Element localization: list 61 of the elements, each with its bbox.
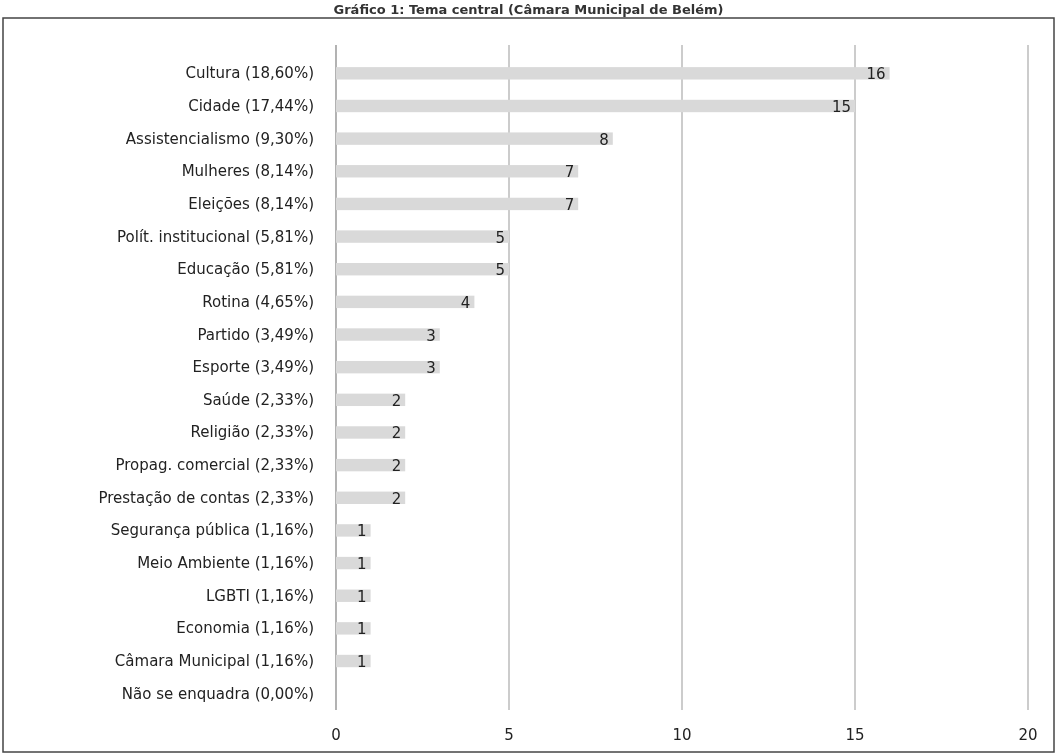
data-label: 1 [357,587,367,606]
x-tick-label: 20 [1018,726,1038,744]
data-label: 7 [564,195,575,214]
data-label: 5 [495,261,505,280]
data-label: 2 [391,489,402,508]
x-tick-label: 10 [672,726,692,744]
bar [336,458,406,472]
data-label: 5 [495,228,505,247]
data-label: 2 [391,424,402,443]
data-label: 1 [357,555,367,574]
y-tick-label: Prestação de contas (2,33%) [98,488,314,507]
data-label: 3 [426,326,436,345]
bar [336,622,371,635]
bar [336,360,440,374]
x-tick-label: 15 [845,726,865,744]
y-tick-label: LGBTI (1,16%) [206,586,314,605]
data-label: 2 [391,457,402,476]
bar [336,263,509,276]
y-tick-label: Meio Ambiente (1,16%) [137,554,314,573]
data-label: 4 [460,293,471,312]
data-label: 16 [866,65,886,84]
x-tick-label: 0 [331,726,341,744]
y-tick-label: Educação (5,81%) [177,260,314,279]
y-tick-label: Esporte (3,49%) [192,358,314,377]
y-tick-label: Assistencialismo (9,30%) [125,129,314,148]
y-tick-label: Polít. institucional (5,81%) [117,227,314,246]
data-label: 8 [599,130,609,149]
y-tick-label: Câmara Municipal (1,16%) [114,652,314,671]
y-tick-label: Economia (1,16%) [176,619,314,638]
bar [336,491,406,504]
y-tick-label: Rotina (4,65%) [202,292,314,311]
chart-title: Gráfico 1: Tema central (Câmara Municipal de Belém) [333,2,724,17]
bar [336,99,855,113]
y-tick-label: Mulheres (8,14%) [181,162,314,181]
data-label: 15 [831,97,851,116]
bar [336,165,579,178]
y-tick-label: Religião (2,33%) [190,423,314,442]
x-tick-label: 5 [504,726,514,744]
bar [336,295,475,309]
data-label: 1 [357,653,367,672]
bar [336,67,890,80]
y-tick-label: Eleições (8,14%) [188,194,314,213]
bar [336,328,440,341]
data-label: 1 [357,522,367,541]
bar [336,197,579,211]
bar [336,393,406,407]
data-label: 2 [391,391,402,410]
bar [336,524,371,537]
y-tick-label: Saúde (2,33%) [202,390,314,409]
y-tick-label: Partido (3,49%) [197,325,314,344]
y-tick-label: Cultura (18,60%) [185,64,314,83]
y-tick-label: Não se enquadra (0,00%) [121,684,314,703]
data-label: 3 [426,359,436,378]
y-tick-label: Segurança pública (1,16%) [110,521,314,540]
y-tick-label: Cidade (17,44%) [188,96,314,115]
bar [336,132,613,145]
y-tick-label: Propag. comercial (2,33%) [115,456,314,475]
data-label: 7 [564,163,575,182]
data-label: 1 [357,620,367,639]
bar [336,426,406,439]
bar [336,230,509,243]
